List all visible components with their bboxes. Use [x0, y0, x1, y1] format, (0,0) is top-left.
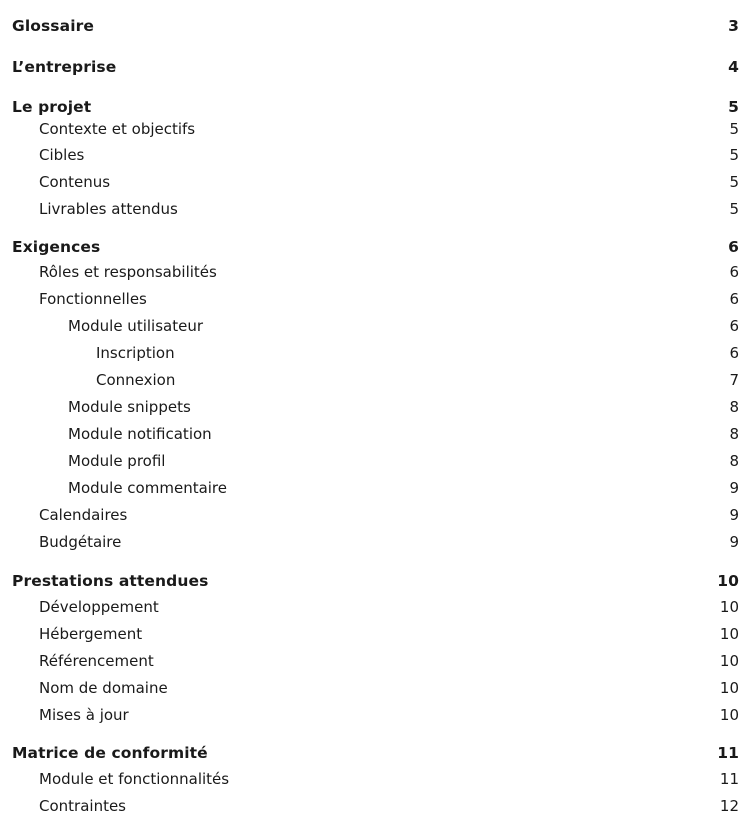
toc-entry-page: 6: [729, 317, 739, 335]
toc-entry-exigences[interactable]: Exigences 6: [12, 238, 739, 256]
toc-entry-module-fonctionnalites[interactable]: Module et fonctionnalités 11: [12, 772, 739, 787]
toc-entry-page: 11: [717, 744, 739, 762]
toc-entry-module-utilisateur[interactable]: Module utilisateur 6: [12, 319, 739, 334]
toc-entry-page: 10: [719, 652, 739, 670]
toc-entry-mises-a-jour[interactable]: Mises à jour 10: [12, 708, 739, 723]
toc-entry-budgetaire[interactable]: Budgétaire 9: [12, 535, 739, 550]
toc-entry-title: Contenus: [39, 173, 111, 191]
toc-entry-title: Livrables attendus: [39, 200, 178, 218]
toc-entry-referencement[interactable]: Référencement 10: [12, 654, 739, 669]
toc-entry-connexion[interactable]: Connexion 7: [12, 373, 739, 388]
toc-entry-title: Fonctionnelles: [39, 290, 147, 308]
toc-entry-page: 6: [729, 344, 739, 362]
toc-entry-title: Connexion: [96, 371, 176, 389]
toc-entry-module-commentaire[interactable]: Module commentaire 9: [12, 481, 739, 496]
toc-entry-title: Module profil: [68, 452, 166, 470]
toc-entry-livrables[interactable]: Livrables attendus 5: [12, 202, 739, 217]
toc-entry-hebergement[interactable]: Hébergement 10: [12, 627, 739, 642]
toc-entry-contenus[interactable]: Contenus 5: [12, 175, 739, 190]
toc-entry-page: 7: [729, 371, 739, 389]
toc-entry-title: Développement: [39, 598, 159, 616]
toc-entry-roles[interactable]: Rôles et responsabilités 6: [12, 265, 739, 280]
toc-entry-page: 6: [729, 263, 739, 281]
toc-entry-page: 10: [719, 625, 739, 643]
toc-entry-contexte-objectifs[interactable]: Contexte et objectifs 5: [12, 122, 739, 137]
toc-entry-title: Module snippets: [68, 398, 191, 416]
toc-entry-page: 3: [728, 17, 739, 35]
toc-entry-entreprise[interactable]: L’entreprise 4: [12, 58, 739, 76]
toc-entry-title: Calendaires: [39, 506, 128, 524]
toc-entry-inscription[interactable]: Inscription 6: [12, 346, 739, 361]
toc-entry-developpement[interactable]: Développement 10: [12, 600, 739, 615]
toc-entry-page: 8: [729, 452, 739, 470]
toc-entry-page: 9: [729, 506, 739, 524]
toc-entry-page: 5: [729, 200, 739, 218]
toc-entry-page: 6: [729, 290, 739, 308]
toc-entry-page: 10: [717, 572, 739, 590]
toc-entry-page: 10: [719, 706, 739, 724]
toc-entry-title: Exigences: [12, 238, 101, 256]
toc-entry-page: 8: [729, 398, 739, 416]
toc-entry-contraintes[interactable]: Contraintes 12: [12, 799, 739, 814]
toc-entry-page: 11: [719, 770, 739, 788]
toc-entry-prestations[interactable]: Prestations attendues 10: [12, 572, 739, 590]
toc-entry-title: Cibles: [39, 146, 85, 164]
toc-entry-page: 9: [729, 479, 739, 497]
toc-entry-title: Le projet: [12, 98, 92, 116]
toc-entry-calendaires[interactable]: Calendaires 9: [12, 508, 739, 523]
toc-entry-page: 8: [729, 425, 739, 443]
toc-entry-page: 4: [728, 58, 739, 76]
toc-entry-page: 10: [719, 598, 739, 616]
toc-entry-title: Module commentaire: [68, 479, 228, 497]
toc-entry-module-profil[interactable]: Module profil 8: [12, 454, 739, 469]
toc-entry-title: L’entreprise: [12, 58, 117, 76]
toc-entry-title: Module utilisateur: [68, 317, 203, 335]
toc-entry-page: 5: [729, 120, 739, 138]
toc-entry-cibles[interactable]: Cibles 5: [12, 148, 739, 163]
toc-entry-title: Contexte et objectifs: [39, 120, 196, 138]
toc-entry-page: 9: [729, 533, 739, 551]
toc-entry-title: Nom de domaine: [39, 679, 168, 697]
toc-entry-title: Glossaire: [12, 17, 94, 35]
toc-entry-title: Mises à jour: [39, 706, 129, 724]
toc-entry-page: 5: [728, 98, 739, 116]
toc-entry-page: 10: [719, 679, 739, 697]
toc-entry-page: 5: [729, 146, 739, 164]
toc-entry-page: 12: [719, 797, 739, 815]
toc-entry-title: Hébergement: [39, 625, 143, 643]
toc-entry-title: Rôles et responsabilités: [39, 263, 217, 281]
toc-entry-page: 5: [729, 173, 739, 191]
toc-entry-title: Matrice de conformité: [12, 744, 208, 762]
toc-entry-title: Contraintes: [39, 797, 126, 815]
toc-entry-le-projet[interactable]: Le projet 5: [12, 98, 739, 116]
toc-entry-title: Module et fonctionnalités: [39, 770, 230, 788]
toc-entry-nom-de-domaine[interactable]: Nom de domaine 10: [12, 681, 739, 696]
toc-entry-title: Référencement: [39, 652, 154, 670]
toc-entry-title: Prestations attendues: [12, 572, 209, 590]
toc-entry-module-notification[interactable]: Module notification 8: [12, 427, 739, 442]
toc-entry-glossaire[interactable]: Glossaire 3: [12, 17, 739, 35]
toc-entry-title: Module notification: [68, 425, 212, 443]
toc-entry-page: 6: [728, 238, 739, 256]
toc-entry-matrice[interactable]: Matrice de conformité 11: [12, 744, 739, 762]
toc-entry-fonctionnelles[interactable]: Fonctionnelles 6: [12, 292, 739, 307]
toc-entry-title: Budgétaire: [39, 533, 122, 551]
toc-entry-title: Inscription: [96, 344, 175, 362]
toc-entry-module-snippets[interactable]: Module snippets 8: [12, 400, 739, 415]
